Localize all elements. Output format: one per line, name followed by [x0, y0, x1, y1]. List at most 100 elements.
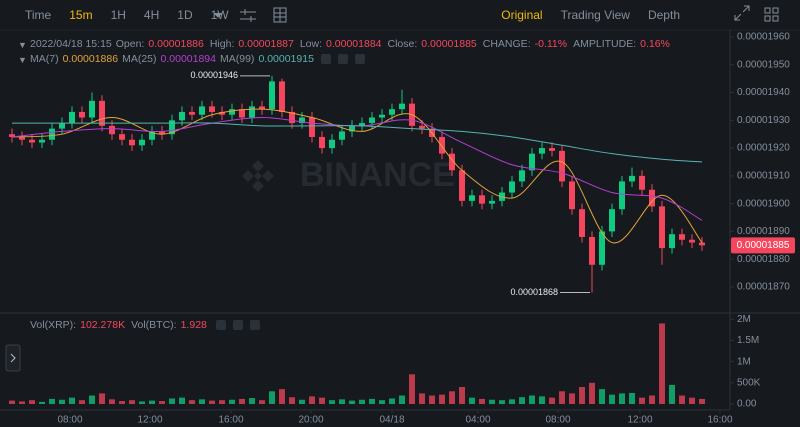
volume-bars: [9, 323, 705, 404]
interval-button[interactable]: 4H: [143, 8, 160, 22]
volume-bar: [89, 395, 95, 404]
interval-button[interactable]: Time: [25, 8, 52, 22]
x-tick-label: 04/18: [379, 415, 404, 426]
legend-tool[interactable]: [320, 54, 331, 64]
candle-body: [99, 100, 105, 126]
candle-body: [159, 131, 165, 135]
candle-body: [679, 234, 685, 240]
interval-button[interactable]: 1D: [177, 8, 193, 22]
candle-body: [39, 139, 45, 143]
volume-bar: [479, 398, 485, 404]
interval-button[interactable]: 1W: [210, 8, 229, 22]
volume-bar: [639, 397, 645, 404]
legend-tool[interactable]: [215, 320, 226, 330]
x-tick-label: 04:00: [465, 415, 490, 426]
ma-name: MA(25): [122, 53, 157, 65]
candle-body: [609, 209, 615, 232]
volume-bar: [169, 398, 175, 404]
interval-button[interactable]: 15m: [69, 8, 93, 22]
volume-bar: [679, 395, 685, 404]
volume-bar: [399, 395, 405, 404]
volume-bar: [459, 387, 465, 404]
y-tick-label: 0.00001950: [737, 59, 790, 70]
volume-label: Vol(BTC):: [131, 319, 177, 331]
volume-bar: [559, 391, 565, 404]
legend-value: 0.00001885: [421, 38, 477, 50]
volume-bar: [549, 397, 555, 404]
volume-bar: [339, 399, 345, 404]
candle-body: [289, 111, 295, 124]
interval-button[interactable]: 1H: [110, 8, 126, 22]
volume-bar: [309, 396, 315, 404]
candle-body: [209, 106, 215, 112]
expand-icon: [10, 353, 16, 363]
interval-bar: Time 15m 1H 4H 1D 1W: [25, 8, 229, 22]
legend-label: Open:: [115, 38, 145, 50]
volume-bar: [659, 323, 665, 404]
candle-body: [559, 150, 565, 182]
volume-bar: [239, 398, 245, 404]
volume-bar: [9, 400, 15, 404]
y-tick-label: 0.00001920: [737, 143, 790, 154]
y-tick-label: 0.00001940: [737, 87, 790, 98]
candle-body: [199, 106, 205, 115]
volume-bar: [299, 399, 305, 404]
y-tick-label: 0.00001890: [737, 226, 790, 237]
legend-label: Close:: [387, 38, 418, 50]
volume-bar: [249, 398, 255, 404]
candle-body: [549, 148, 555, 151]
candle-body: [269, 81, 275, 110]
legend-tool[interactable]: [354, 54, 365, 64]
y-tick-label: 1.5M: [737, 335, 759, 346]
volume-bar: [199, 399, 205, 404]
volume-bar: [539, 396, 545, 404]
volume-bar: [219, 400, 225, 404]
volume-bar: [629, 392, 635, 404]
volume-bar: [369, 398, 375, 404]
volume-bar: [669, 384, 675, 404]
candle-body: [139, 139, 145, 146]
view-button[interactable]: Trading View: [560, 8, 630, 22]
candle-body: [629, 175, 635, 182]
candle-body: [379, 114, 385, 118]
candle-body: [419, 125, 425, 129]
expand-button[interactable]: [5, 344, 21, 372]
volume-value: 1.928: [180, 319, 207, 331]
legend-tool[interactable]: [337, 54, 348, 64]
legend-tool[interactable]: [232, 320, 243, 330]
candle-body: [369, 117, 375, 124]
ma-line: [11, 108, 703, 244]
legend-value: 0.00001887: [238, 38, 294, 50]
candle-body: [319, 136, 325, 149]
volume-bar: [389, 398, 395, 404]
candle-body: [149, 131, 155, 140]
annotation-label: 0.00001946: [190, 70, 238, 80]
candle-body: [49, 128, 55, 140]
candle-body: [189, 111, 195, 115]
candle-body: [59, 123, 65, 129]
volume-bar: [359, 399, 365, 404]
candle-body: [179, 111, 185, 121]
candle-body: [639, 175, 645, 190]
y-tick-label: 500K: [737, 377, 761, 388]
candle-body: [69, 111, 75, 124]
legend-tool[interactable]: [249, 320, 260, 330]
candle-body: [339, 131, 345, 140]
toolbar-icons: [213, 5, 779, 23]
y-tick-label: 0.00001960: [737, 32, 790, 43]
ma-value: 0.00001915: [258, 53, 314, 65]
view-button[interactable]: Depth: [647, 8, 680, 22]
watermark-logo: [242, 160, 274, 192]
candle-body: [29, 139, 35, 143]
candle-body: [9, 134, 15, 137]
candle-body: [259, 106, 265, 110]
volume-bar: [79, 400, 85, 404]
ohlc-legend: 2022/04/18 15:15 Open: 0.00001886 High: 0.00…: [30, 38, 672, 50]
volume-bar: [419, 393, 425, 404]
watermark: BINANCE: [300, 156, 455, 194]
view-button[interactable]: Original: [501, 8, 543, 22]
candle-body: [169, 120, 175, 135]
candle-body: [459, 170, 465, 201]
y-tick-label: 0.00001870: [737, 282, 790, 293]
